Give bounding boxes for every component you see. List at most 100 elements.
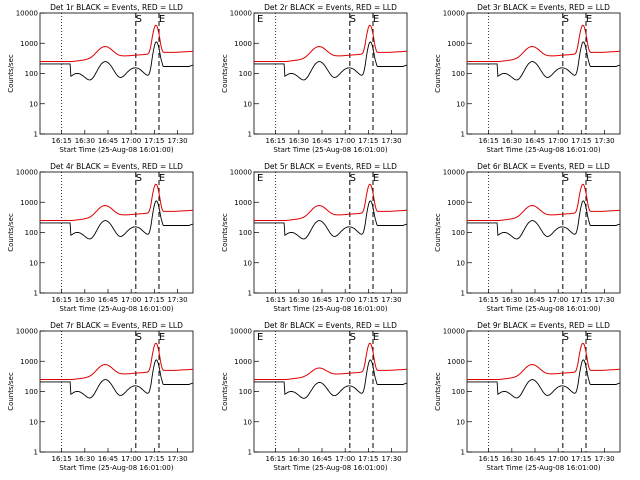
y-tick-label: 1000 <box>20 358 38 366</box>
marker-label-e-left: E <box>257 173 263 184</box>
panel-8: Det 8r BLACK = Events, RED = LLD 1 10 100 10… <box>221 321 408 472</box>
x-tick-label: 16:15 <box>52 455 72 463</box>
y-tick-label: 100 <box>452 70 465 78</box>
panel-title: Det 9r BLACK = Events, RED = LLD <box>477 321 610 330</box>
y-tick-label: 100 <box>452 229 465 237</box>
series-events <box>467 200 621 240</box>
panel-3: Det 3r BLACK = Events, RED = LLD 1 10 100 10… <box>434 3 621 154</box>
marker-label-s: S <box>350 173 356 184</box>
x-tick-label: 17:00 <box>335 137 355 145</box>
y-tick-label: 1 <box>34 449 38 457</box>
x-tick-label: 17:15 <box>358 137 378 145</box>
series-events <box>40 41 194 81</box>
series-events <box>467 359 621 399</box>
y-tick-label: 10000 <box>443 169 465 177</box>
y-axis-label: Counts/sec <box>434 372 442 411</box>
y-tick-label: 10000 <box>443 328 465 336</box>
series-events <box>254 200 408 240</box>
series-lld <box>467 24 620 62</box>
x-axis-label: Start Time (25-Aug-08 16:01:00) <box>273 464 387 472</box>
x-tick-label: 17:15 <box>144 296 164 304</box>
y-tick-label: 1 <box>34 290 38 298</box>
y-tick-label: 1000 <box>234 199 252 207</box>
series-lld <box>40 24 193 62</box>
x-tick-label: 17:00 <box>335 296 355 304</box>
marker-label-s: S <box>563 332 569 343</box>
y-tick-label: 1000 <box>447 199 465 207</box>
marker-label-s: S <box>350 14 356 25</box>
x-tick-label: 17:00 <box>548 296 568 304</box>
x-tick-label: 16:30 <box>502 455 522 463</box>
x-axis-label: Start Time (25-Aug-08 16:01:00) <box>486 146 600 154</box>
y-tick-label: 10000 <box>230 328 252 336</box>
x-tick-label: 17:30 <box>167 455 187 463</box>
series-events <box>254 359 408 399</box>
x-axis-label: Start Time (25-Aug-08 16:01:00) <box>59 464 173 472</box>
y-tick-label: 1 <box>461 290 465 298</box>
y-axis-label: Counts/sec <box>221 372 229 411</box>
x-tick-label: 17:30 <box>594 137 614 145</box>
x-tick-label: 16:15 <box>479 455 499 463</box>
x-axis-label: Start Time (25-Aug-08 16:01:00) <box>59 146 173 154</box>
marker-label-s: S <box>563 14 569 25</box>
x-tick-label: 16:45 <box>312 455 332 463</box>
x-tick-label: 16:45 <box>312 137 332 145</box>
x-tick-label: 16:15 <box>52 137 72 145</box>
plot-frame <box>39 330 194 453</box>
panel-title: Det 4r BLACK = Events, RED = LLD <box>50 162 183 171</box>
y-tick-label: 10000 <box>16 10 38 18</box>
y-axis-label: Counts/sec <box>7 213 15 252</box>
marker-label-e-left: E <box>257 14 263 25</box>
y-tick-label: 1 <box>461 449 465 457</box>
marker-label-s: S <box>136 332 142 343</box>
marker-label-e: E <box>586 332 592 343</box>
y-tick-label: 100 <box>239 229 252 237</box>
x-axis-label: Start Time (25-Aug-08 16:01:00) <box>273 146 387 154</box>
series-lld <box>467 342 620 380</box>
x-tick-label: 16:30 <box>75 137 95 145</box>
plot-frame <box>466 12 621 135</box>
x-tick-label: 16:45 <box>98 455 118 463</box>
x-tick-label: 17:30 <box>381 455 401 463</box>
panel-6: Det 6r BLACK = Events, RED = LLD 1 10 100 10… <box>434 162 621 313</box>
y-tick-label: 100 <box>25 70 38 78</box>
x-tick-label: 16:45 <box>98 137 118 145</box>
series-lld <box>40 342 193 380</box>
x-tick-label: 16:30 <box>289 455 309 463</box>
marker-label-e: E <box>586 14 592 25</box>
y-tick-label: 1000 <box>20 40 38 48</box>
x-tick-label: 16:30 <box>289 296 309 304</box>
x-tick-label: 17:15 <box>358 296 378 304</box>
panel-2: Det 2r BLACK = Events, RED = LLD 1 10 100 10… <box>221 3 408 154</box>
marker-label-e: E <box>373 173 379 184</box>
y-tick-label: 10 <box>29 259 38 267</box>
series-lld <box>254 183 407 221</box>
x-tick-label: 17:00 <box>548 137 568 145</box>
series-lld <box>467 183 620 221</box>
x-axis-label: Start Time (25-Aug-08 16:01:00) <box>486 464 600 472</box>
y-tick-label: 100 <box>239 388 252 396</box>
panel-title: Det 7r BLACK = Events, RED = LLD <box>50 321 183 330</box>
marker-label-s: S <box>563 173 569 184</box>
x-tick-label: 17:30 <box>167 296 187 304</box>
y-axis-label: Counts/sec <box>221 213 229 252</box>
plot-frame <box>253 330 408 453</box>
y-tick-label: 10 <box>243 259 252 267</box>
x-tick-label: 17:00 <box>335 455 355 463</box>
y-tick-label: 10 <box>456 259 465 267</box>
marker-label-e: E <box>159 332 165 343</box>
plot-frame <box>253 12 408 135</box>
x-tick-label: 16:15 <box>266 137 286 145</box>
y-axis-label: Counts/sec <box>7 372 15 411</box>
x-tick-label: 17:15 <box>571 296 591 304</box>
panel-7: Det 7r BLACK = Events, RED = LLD 1 10 100 10… <box>7 321 194 472</box>
y-tick-label: 1000 <box>20 199 38 207</box>
y-tick-label: 10 <box>456 100 465 108</box>
marker-label-e-left: E <box>257 332 263 343</box>
y-tick-label: 1000 <box>447 40 465 48</box>
y-tick-label: 10 <box>29 418 38 426</box>
panel-title: Det 2r BLACK = Events, RED = LLD <box>264 3 397 12</box>
plot-frame <box>253 171 408 294</box>
series-events <box>40 200 194 240</box>
plot-frame <box>466 330 621 453</box>
